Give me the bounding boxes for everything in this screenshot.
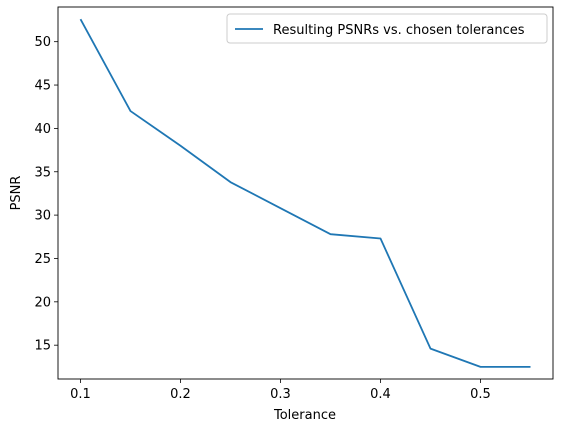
y-tick-label: 20: [34, 295, 51, 310]
legend: Resulting PSNRs vs. chosen tolerances: [226, 13, 548, 44]
y-tick-label: 50: [34, 35, 51, 50]
y-tick-label: 40: [34, 122, 51, 137]
y-tick-label: 35: [34, 165, 51, 180]
legend-box: [226, 13, 548, 44]
y-tick-label: 15: [34, 339, 51, 354]
y-tick-label: 25: [34, 252, 51, 267]
x-axis: 0.1 0.2 0.3 0.4 0.5: [70, 379, 491, 402]
legend-entry-label: Resulting PSNRs vs. chosen tolerances: [273, 23, 525, 38]
y-tick-label: 45: [34, 79, 51, 94]
x-tick-label: 0.4: [370, 387, 391, 402]
x-tick-label: 0.5: [470, 387, 491, 402]
y-axis: 15 20 25 30 35 40 45 50: [34, 35, 58, 354]
x-tick-label: 0.1: [70, 387, 91, 402]
axes-frame: [57, 6, 554, 380]
x-tick-label: 0.2: [170, 387, 191, 402]
x-axis-label: Tolerance: [273, 408, 336, 423]
x-tick-label: 0.3: [270, 387, 291, 402]
y-tick-label: 30: [34, 209, 51, 224]
y-axis-label: PSNR: [9, 176, 24, 211]
plot-area: [79, 18, 531, 368]
series-line: [79, 18, 531, 368]
